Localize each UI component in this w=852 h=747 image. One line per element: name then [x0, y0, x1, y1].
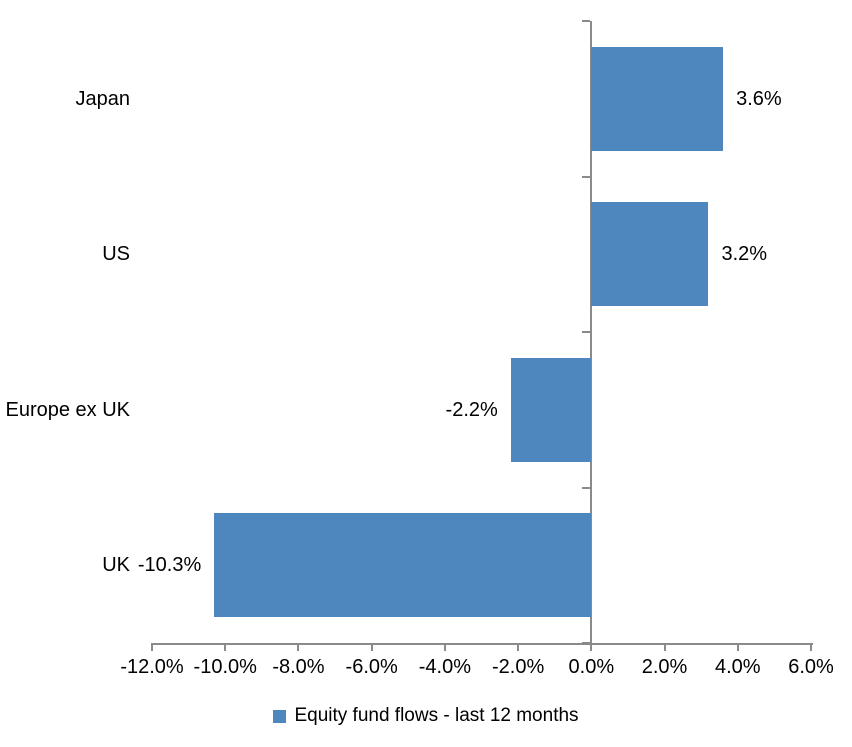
x-tick-label: -4.0% — [418, 656, 471, 678]
category-tick — [582, 175, 591, 178]
x-tick — [517, 643, 520, 651]
x-tick-label: 2.0% — [641, 656, 688, 678]
x-tick — [810, 643, 812, 651]
x-tick-label: 0.0% — [568, 656, 615, 678]
bar — [591, 46, 724, 151]
data-label: -2.2% — [445, 398, 498, 421]
x-tick — [590, 643, 593, 651]
legend-swatch — [273, 709, 287, 723]
bar — [214, 513, 592, 618]
data-label: 3.2% — [721, 243, 768, 266]
x-tick — [736, 643, 739, 651]
x-tick — [297, 643, 300, 651]
category-label: UK — [102, 554, 130, 577]
bar — [510, 357, 592, 462]
category-label: Europe ex UK — [5, 398, 130, 421]
x-tick-label: -8.0% — [272, 656, 325, 678]
data-label: -10.3% — [137, 554, 202, 577]
x-tick-label: -12.0% — [120, 656, 184, 678]
data-label: 3.6% — [736, 87, 782, 110]
category-label: US — [102, 243, 130, 266]
x-tick — [370, 643, 373, 651]
x-tick — [663, 643, 666, 651]
category-tick — [582, 20, 591, 22]
category-tick — [582, 331, 591, 333]
x-tick — [443, 643, 446, 651]
category-label: Japan — [75, 87, 131, 110]
x-axis-line — [152, 643, 813, 645]
y-axis-line — [590, 21, 593, 643]
x-tick-label: 6.0% — [788, 656, 834, 678]
category-tick — [582, 486, 591, 489]
x-tick — [224, 643, 227, 651]
x-tick-label: -2.0% — [491, 656, 545, 678]
legend: Equity fund flows - last 12 months — [0, 705, 852, 727]
x-tick-label: 4.0% — [714, 656, 761, 678]
category-tick — [582, 642, 591, 644]
x-tick-label: -6.0% — [345, 656, 398, 678]
bar — [591, 202, 709, 307]
x-tick-label: -10.0% — [193, 656, 257, 678]
legend-label: Equity fund flows - last 12 months — [294, 705, 579, 726]
x-tick — [151, 643, 153, 651]
